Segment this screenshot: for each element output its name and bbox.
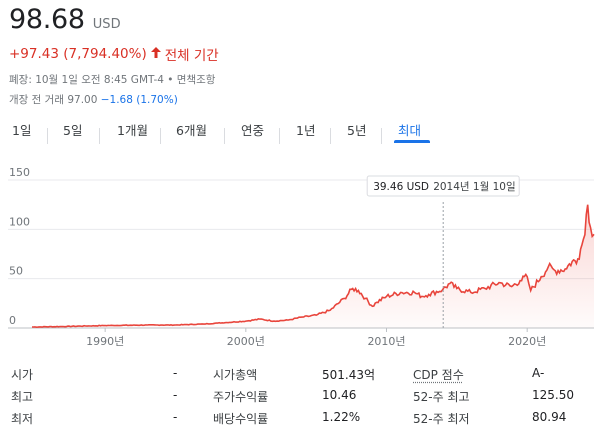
stat-value: 501.43억: [322, 368, 376, 382]
tab-5d[interactable]: 5일: [63, 123, 83, 138]
price-row: 98.68 USD: [9, 4, 121, 35]
tooltip-value: 39.46 USD: [373, 181, 429, 193]
stat-value: 80.94: [532, 410, 567, 424]
close-info: 폐장: 10월 1일 오전 8:45 GMT-4 • 면책조항: [9, 74, 216, 86]
tooltip-box: [366, 175, 520, 197]
y-tick-label: 100: [9, 215, 30, 228]
stat-label: 주가수익률: [213, 390, 269, 404]
range-tabs: 1일 5일 1개월 6개월 연중 1년 5년 최대: [0, 112, 604, 144]
premarket-price: 97.00: [67, 94, 98, 106]
price-chart[interactable]: 150 100 50 0 1990년 2000년 2010년 2020년 39.46 USD…: [0, 166, 604, 352]
stat-label: 최저: [11, 412, 34, 426]
premarket-info: 개장 전 거래 97.00 −1.68 (1.70%): [9, 92, 178, 107]
price-change-row: +97.43 (7,794.40%) 전체 기간: [9, 44, 219, 64]
tab-1y[interactable]: 1년: [296, 123, 316, 138]
stat-value: -: [173, 388, 178, 402]
tab-1d[interactable]: 1일: [12, 123, 32, 138]
stat-label: 시가: [11, 368, 34, 382]
premarket-change: −1.68 (1.70%): [100, 94, 178, 106]
tab-ytd[interactable]: 연중: [241, 123, 265, 138]
current-price: 98.68: [9, 4, 85, 35]
stat-value: 10.46: [322, 388, 357, 402]
tab-5y[interactable]: 5년: [347, 123, 367, 138]
cdp-score-label[interactable]: CDP 점수: [413, 368, 464, 382]
tab-divider: [330, 128, 331, 144]
tab-divider: [160, 128, 161, 144]
tab-1m[interactable]: 1개월: [117, 123, 148, 138]
arrow-up-icon: [150, 46, 161, 62]
stats-row: 최저 - 배당수익률 1.22% 52-주 최저 80.94: [0, 410, 604, 430]
active-tab-indicator: [394, 140, 430, 143]
stats-row: 최고 - 주가수익률 10.46 52-주 최고 125.50: [0, 388, 604, 408]
tab-divider: [381, 128, 382, 144]
stats-row: 시가 - 시가총액 501.43억 CDP 점수 A-: [0, 366, 604, 386]
period-label: 전체 기간: [164, 48, 219, 64]
tab-6m[interactable]: 6개월: [176, 123, 207, 138]
price-change: +97.43 (7,794.40%): [9, 46, 147, 62]
premarket-label: 개장 전 거래: [9, 94, 64, 106]
tab-divider: [47, 128, 48, 144]
tab-divider: [279, 128, 280, 144]
x-tick-label: 2010년: [367, 335, 405, 348]
stat-value: 125.50: [532, 388, 574, 402]
y-tick-label: 50: [9, 265, 23, 278]
price-area: [32, 204, 594, 328]
stat-label: 최고: [11, 390, 34, 404]
stat-label: 52-주 최고: [413, 390, 470, 404]
stat-label: 배당수익률: [213, 412, 269, 426]
currency-label: USD: [92, 17, 121, 32]
price-line: [32, 204, 595, 329]
tab-divider: [224, 128, 225, 144]
stat-value: -: [173, 410, 178, 424]
stat-value: A-: [532, 366, 545, 380]
x-tick-label: 2000년: [227, 335, 265, 348]
x-tick-label: 1990년: [86, 335, 124, 348]
y-tick-label: 150: [9, 166, 30, 179]
stat-label: 시가총액: [213, 368, 258, 382]
y-tick-label: 0: [9, 314, 16, 327]
stat-value: 1.22%: [322, 410, 361, 424]
tooltip-date: 2014년 1월 10일: [433, 180, 515, 193]
x-tick-label: 2020년: [508, 335, 546, 348]
chart-tooltip: 39.46 USD 2014년 1월 10일: [366, 175, 520, 197]
tab-max[interactable]: 최대: [398, 123, 422, 138]
stat-label: 52-주 최저: [413, 412, 470, 426]
tab-divider: [99, 128, 100, 144]
stat-value: -: [173, 366, 178, 380]
